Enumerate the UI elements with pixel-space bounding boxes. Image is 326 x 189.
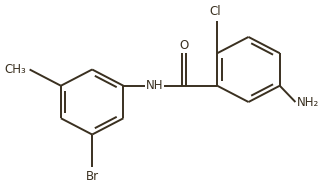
Text: Cl: Cl xyxy=(210,5,221,18)
Text: O: O xyxy=(180,39,189,52)
Text: NH: NH xyxy=(146,79,163,92)
Text: NH₂: NH₂ xyxy=(297,95,319,108)
Text: Br: Br xyxy=(86,170,99,183)
Text: CH₃: CH₃ xyxy=(5,63,26,76)
